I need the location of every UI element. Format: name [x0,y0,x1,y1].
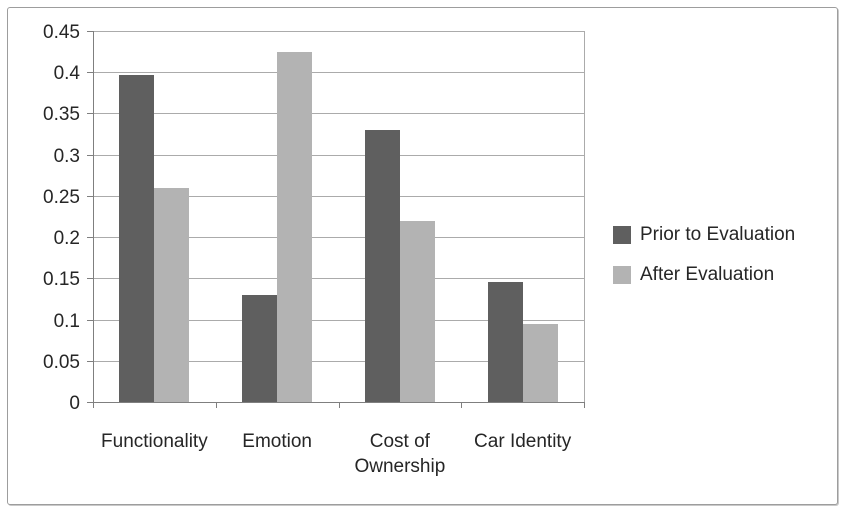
x-axis-tick [584,402,585,408]
legend-label: After Evaluation [640,264,775,285]
y-axis-tick-label: 0.35 [43,104,80,125]
x-axis-tick [461,402,462,408]
y-axis-tick [87,155,94,156]
gridline [93,72,584,73]
x-axis-category-label: Emotion [242,431,312,452]
y-axis-tick [87,113,94,114]
legend-item: Prior to Evaluation [613,225,795,244]
bar-after-evaluation [277,52,313,402]
bar-after-evaluation [154,188,190,402]
x-axis-category-label: Cost of Ownership [354,431,446,477]
legend: Prior to Evaluation After Evaluation [613,225,795,305]
bar-after-evaluation [399,221,435,402]
gridline [93,196,584,197]
gridline [93,361,584,362]
y-axis-line [93,31,94,408]
gridline [93,237,584,238]
bar-prior-to-evaluation [242,295,278,402]
gridline [93,31,584,32]
bar-prior-to-evaluation [487,282,523,402]
x-axis-tick [216,402,217,408]
gridline [93,155,584,156]
x-axis-line [87,402,585,403]
y-axis-tick [87,278,94,279]
bar-after-evaluation [522,324,558,402]
gridline [93,113,584,114]
y-axis-tick [87,320,94,321]
y-axis-tick [87,237,94,238]
legend-swatch [613,225,631,244]
gridline [93,278,584,279]
y-axis-tick-label: 0.2 [53,228,80,249]
y-axis-tick-label: 0.3 [53,146,80,167]
x-axis-category-label: Car Identity [474,431,572,452]
y-axis-tick-label: 0.25 [43,187,80,208]
legend-label: Prior to Evaluation [640,224,796,245]
gridline [93,320,584,321]
y-axis-tick-label: 0.15 [43,269,80,290]
x-axis-tick [93,402,94,408]
y-axis-tick-label: 0 [69,393,80,414]
y-axis-tick [87,31,94,32]
y-axis-tick-label: 0.1 [53,311,80,332]
x-axis-tick [339,402,340,408]
y-axis-tick [87,196,94,197]
y-axis-tick-label: 0.45 [43,22,80,43]
x-axis-category-label: Functionality [101,431,208,452]
y-axis-tick-label: 0.4 [53,63,80,84]
legend-item: After Evaluation [613,265,795,284]
bar-prior-to-evaluation [119,75,155,402]
legend-swatch [613,265,631,284]
y-axis-tick [87,361,94,362]
plot-right-border [584,31,585,402]
y-axis-tick-label: 0.05 [43,352,80,373]
bar-prior-to-evaluation [364,130,400,402]
y-axis-tick [87,72,94,73]
